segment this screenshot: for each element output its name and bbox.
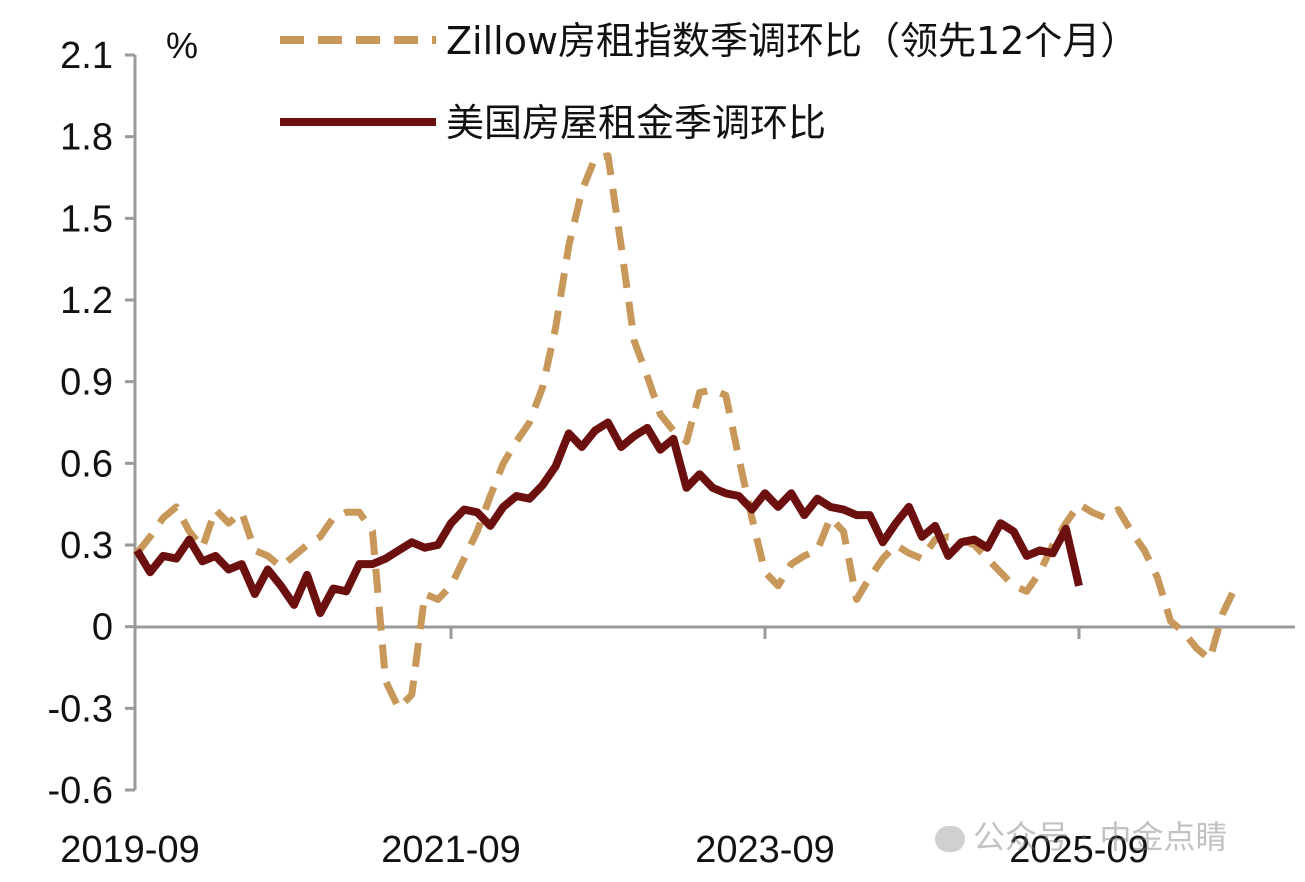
series-line-rent xyxy=(133,418,1083,618)
legend-label-rent: 美国房屋租金季调环比 xyxy=(446,101,826,145)
y-tick-label: -0.3 xyxy=(48,688,113,730)
y-tick-label: 0.3 xyxy=(60,525,113,567)
y-tick-label: 1.5 xyxy=(60,198,113,240)
x-tick-label: 2021-09 xyxy=(381,829,520,871)
y-tick-label: 1.2 xyxy=(60,280,113,322)
y-tick-label: 0 xyxy=(92,607,113,649)
x-tick-label: 2019-09 xyxy=(60,829,199,871)
y-tick-label: -0.6 xyxy=(48,770,113,812)
series-line-zillow xyxy=(134,152,1240,712)
y-tick-label: 0.6 xyxy=(60,443,113,485)
wechat-icon xyxy=(935,826,965,852)
x-tick-label: 2023-09 xyxy=(695,829,834,871)
watermark-text: 公众号 · 中金点睛 xyxy=(973,818,1228,856)
y-axis-unit: % xyxy=(166,25,198,66)
y-axis: 2.1 1.8 1.5 1.2 0.9 0.6 0.3 0 -0.3 -0.6 xyxy=(48,35,137,812)
legend-label-zillow: Zillow房租指数季调环比（领先12个月） xyxy=(446,19,1138,63)
series-lines xyxy=(133,152,1240,712)
x-axis: 2019-09 2021-09 2023-09 2025-09 xyxy=(60,625,1295,871)
y-tick-label: 1.8 xyxy=(60,117,113,159)
x-tick-label: 2025-09 xyxy=(1009,829,1148,871)
watermark: 公众号 · 中金点睛 xyxy=(935,812,1228,858)
y-tick-label: 2.1 xyxy=(60,35,113,77)
legend: Zillow房租指数季调环比（领先12个月） 美国房屋租金季调环比 xyxy=(280,19,1138,145)
y-tick-label: 0.9 xyxy=(60,362,113,404)
